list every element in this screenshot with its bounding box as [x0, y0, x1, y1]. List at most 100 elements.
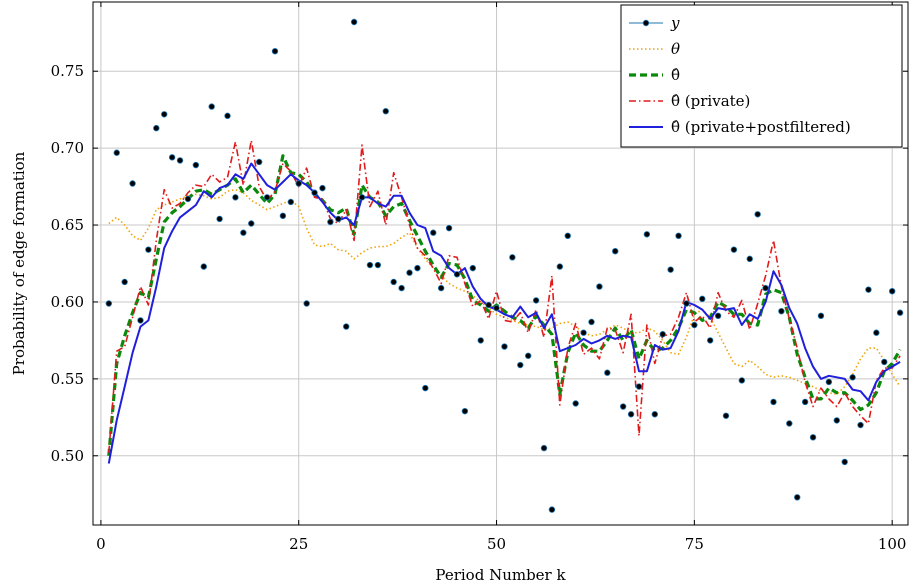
data-point — [161, 111, 168, 118]
data-point — [271, 48, 279, 55]
data-point — [873, 329, 880, 336]
data-point — [176, 157, 184, 164]
data-point — [287, 198, 295, 206]
data-point — [422, 384, 429, 392]
data-point — [691, 321, 698, 329]
data-point — [881, 358, 888, 366]
y-tick-label: 0.65 — [51, 216, 84, 234]
data-point — [809, 434, 817, 441]
data-point — [841, 458, 848, 466]
data-point — [794, 494, 801, 501]
data-point — [469, 264, 477, 272]
data-point — [232, 194, 239, 201]
data-point — [153, 124, 160, 132]
data-point — [343, 323, 350, 330]
data-point — [580, 329, 587, 336]
data-point — [303, 300, 310, 307]
data-point — [398, 284, 405, 292]
data-point — [216, 215, 223, 223]
data-point — [311, 189, 318, 196]
data-point — [509, 254, 516, 261]
legend-label: θ̂ — [671, 66, 680, 84]
data-point — [129, 180, 136, 187]
data-point — [699, 295, 706, 303]
data-point — [572, 400, 579, 407]
x-tick-label: 50 — [487, 535, 506, 553]
data-point — [477, 337, 484, 344]
data-point — [825, 378, 833, 386]
data-point — [517, 361, 524, 369]
series-line — [108, 188, 901, 396]
series-line — [108, 139, 901, 453]
legend-marker — [642, 19, 650, 27]
data-point — [437, 284, 445, 292]
data-point — [184, 195, 192, 203]
data-point — [366, 261, 374, 269]
data-point — [279, 212, 287, 220]
data-point — [240, 229, 247, 236]
data-point — [770, 398, 777, 406]
data-point — [778, 307, 785, 315]
data-point — [255, 158, 263, 166]
legend: yθ θ̂ θ̂ (private) θ̂ (private+postfiltered… — [620, 4, 903, 148]
data-point — [445, 224, 453, 232]
series-θ̂ (private+postfiltered) — [107, 162, 901, 464]
data-point — [762, 284, 769, 292]
y-tick-label: 0.75 — [51, 62, 84, 80]
data-point — [192, 161, 200, 169]
data-point — [667, 266, 674, 273]
data-point — [113, 149, 120, 156]
data-point — [786, 420, 793, 427]
data-point — [643, 231, 651, 238]
data-point — [738, 377, 746, 384]
data-point — [817, 312, 825, 319]
data-point — [683, 300, 690, 307]
y-tick-label: 0.70 — [51, 139, 84, 157]
data-point — [635, 383, 643, 390]
data-point — [675, 232, 682, 240]
data-point — [137, 317, 144, 324]
data-point — [390, 278, 397, 286]
x-axis-label: Period Number k — [435, 566, 566, 584]
legend-label: θ̂ (private) — [671, 92, 750, 110]
axis-ticks: 0 25 50 75 100 0.50 0.55 0.60 0.65 0.70 0.75 — [51, 2, 908, 553]
x-tick-label: 0 — [96, 535, 106, 553]
data-point — [327, 218, 334, 226]
data-point — [556, 263, 564, 270]
data-point — [714, 312, 722, 319]
legend-label: y — [670, 14, 680, 32]
data-point — [706, 337, 714, 344]
data-point — [532, 297, 540, 304]
data-point — [888, 287, 896, 295]
plot-area — [92, 1, 909, 526]
data-point — [604, 369, 611, 376]
data-point — [564, 232, 571, 240]
x-tick-label: 75 — [685, 535, 704, 553]
series-line — [107, 162, 901, 464]
data-point — [382, 108, 389, 115]
data-point — [406, 269, 413, 276]
data-point — [524, 352, 532, 359]
data-point — [896, 309, 904, 316]
data-point — [596, 283, 603, 290]
data-point — [145, 246, 152, 253]
data-point — [319, 184, 326, 192]
data-point — [754, 211, 761, 218]
x-tick-label: 25 — [289, 535, 308, 553]
data-point — [801, 398, 809, 406]
data-point — [857, 421, 864, 429]
legend-label: θ̂ (private+postfiltered) — [671, 118, 851, 136]
series-θ̂ — [107, 154, 902, 456]
data-point — [208, 103, 215, 110]
data-point — [588, 318, 595, 326]
data-point — [121, 278, 128, 286]
data-point — [350, 18, 358, 26]
data-point — [358, 194, 366, 201]
data-point — [335, 215, 342, 223]
data-point — [105, 300, 113, 307]
data-point — [651, 411, 658, 418]
data-point — [168, 154, 176, 161]
data-point — [248, 220, 255, 227]
data-point — [849, 374, 856, 381]
